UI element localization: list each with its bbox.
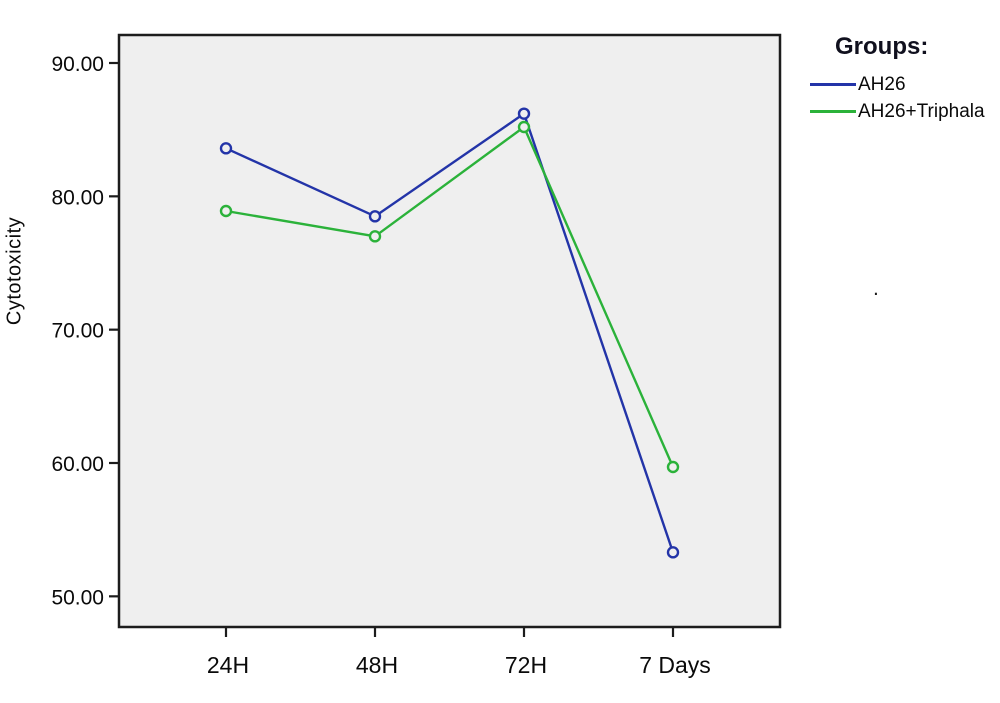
- legend-label-ah26-triphala: AH26+Triphala: [858, 100, 985, 122]
- data-point-ah26: [219, 142, 233, 155]
- legend-label-ah26: AH26: [858, 73, 906, 95]
- x-tick-label: 24H: [207, 652, 249, 678]
- y-tick-label: 90.00: [51, 53, 104, 76]
- plot-area: [117, 33, 782, 629]
- legend-line-sample-ah26-triphala: [810, 110, 856, 113]
- data-point-ah26: [368, 210, 382, 223]
- data-point-ah26-triphala: [368, 230, 382, 243]
- legend-item-ah26-triphala: AH26+Triphala: [810, 98, 995, 125]
- legend: Groups: AH26 AH26+Triphala: [810, 30, 995, 125]
- y-tick-label: 60.00: [51, 453, 104, 476]
- y-tick-label: 70.00: [51, 320, 104, 343]
- legend-line-sample-ah26: [810, 83, 856, 86]
- x-tick-label: 48H: [356, 652, 398, 678]
- data-point-ah26: [666, 546, 680, 559]
- x-tick-label: 7 Days: [639, 652, 711, 678]
- stray-dot-annotation: .: [873, 277, 879, 300]
- y-tick-label: 80.00: [51, 186, 104, 209]
- series-line-ah26-triphala: [225, 125, 675, 468]
- data-point-ah26-triphala: [219, 204, 233, 218]
- x-tick-label: 72H: [505, 652, 547, 678]
- data-point-ah26-triphala: [666, 460, 680, 474]
- data-point-ah26: [517, 107, 531, 120]
- data-point-ah26-triphala: [517, 120, 531, 134]
- y-axis-title: Cytotoxicity: [3, 216, 26, 326]
- legend-item-ah26: AH26: [810, 71, 995, 98]
- series-line-ah26: [225, 112, 675, 553]
- y-tick-label: 50.00: [51, 586, 104, 609]
- legend-title: Groups:: [835, 33, 929, 60]
